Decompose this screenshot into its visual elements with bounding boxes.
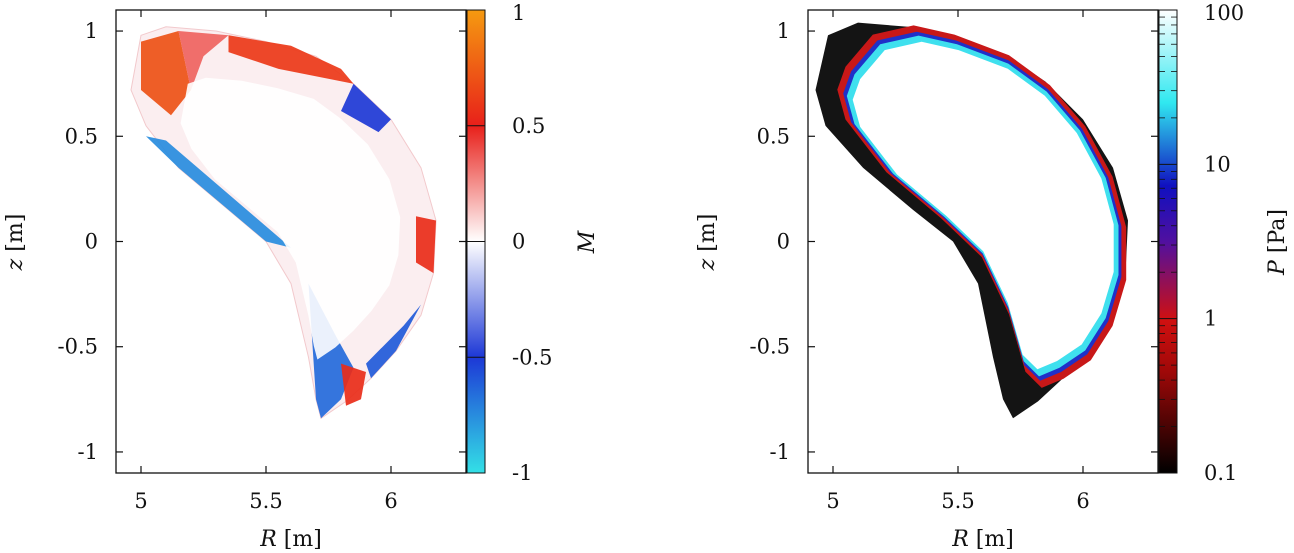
x-tick-label: 5.5 xyxy=(941,489,974,513)
pressure-map-panel: 5 5.5 6 10.50-0.5-1 R [m] z [m] 1001010.1 … xyxy=(695,1,1290,552)
colorbar-tick-label: 0.1 xyxy=(1204,461,1237,485)
core-region-white xyxy=(852,41,1114,370)
x-tick-label: 6 xyxy=(1076,489,1089,513)
x-tick-label: 5 xyxy=(826,489,839,513)
x-axis-label: R [m] xyxy=(259,527,322,552)
y-tick-label: -0.5 xyxy=(750,335,791,359)
y-tick-label: -1 xyxy=(78,440,98,464)
x-tick-label: 6 xyxy=(384,489,397,513)
x-axis-label: R [m] xyxy=(951,527,1014,552)
colorbar xyxy=(1158,9,1178,474)
y-axis-ticks: 1 0.5 0 -0.5 -1 xyxy=(750,19,1158,464)
colorbar-tick-label: 0 xyxy=(512,230,525,254)
colorbar-tick-label: 0.5 xyxy=(512,114,545,138)
colorbar-tick-label: 1 xyxy=(512,1,525,25)
colorbar-ticks: 100 10 1 0.1 xyxy=(1159,1,1244,485)
mach-region xyxy=(341,83,391,133)
y-tick-label: -0.5 xyxy=(58,335,99,359)
pressure-map-plot-area xyxy=(815,22,1128,419)
colorbar-tick-label: 100 xyxy=(1204,1,1244,25)
mach-region xyxy=(228,35,354,84)
mach-region xyxy=(341,363,366,406)
colorbar-tick-label: 10 xyxy=(1204,152,1231,176)
mach-region xyxy=(366,304,421,379)
colorbar-ticks: 1 0.5 0 -0.5 -1 xyxy=(467,1,553,485)
y-axis-ticks: 1 0.5 0 -0.5 -1 xyxy=(58,19,466,464)
x-axis-ticks: 5 5.5 6 xyxy=(134,10,398,513)
velocity-map-panel: 5 5.5 6 10.50-0.5-1 R [m] z [m] 10.50-0.5-… xyxy=(3,1,600,552)
core-region xyxy=(180,77,401,360)
y-tick-label: 0 xyxy=(85,230,98,254)
x-tick-label: 5 xyxy=(134,489,147,513)
y-tick-label: 0.5 xyxy=(65,124,98,148)
y-tick-label: 1 xyxy=(777,19,790,43)
mach-region xyxy=(416,216,436,274)
mach-regions xyxy=(141,31,436,419)
y-axis-label: z [m] xyxy=(3,214,28,272)
y-tick-label: 0.5 xyxy=(757,124,790,148)
colorbar-tick-label: 1 xyxy=(1204,307,1217,331)
y-tick-label: -1 xyxy=(770,440,790,464)
mach-region xyxy=(178,31,229,90)
colorbar-tick-label: -0.5 xyxy=(512,345,553,369)
x-tick-label: 5.5 xyxy=(249,489,282,513)
colorbar-label: P [Pa] xyxy=(1265,209,1290,276)
mach-region xyxy=(146,136,291,248)
colorbar-label: M xyxy=(575,230,600,254)
colorbar-tick-label: -1 xyxy=(512,461,532,485)
y-axis-label: z [m] xyxy=(695,214,720,272)
x-axis-ticks: 5 5.5 6 xyxy=(826,10,1090,513)
y-tick-label: 1 xyxy=(85,19,98,43)
mach-region xyxy=(141,31,191,116)
mach-map-plot-area xyxy=(130,26,437,420)
y-tick-label: 0 xyxy=(777,230,790,254)
